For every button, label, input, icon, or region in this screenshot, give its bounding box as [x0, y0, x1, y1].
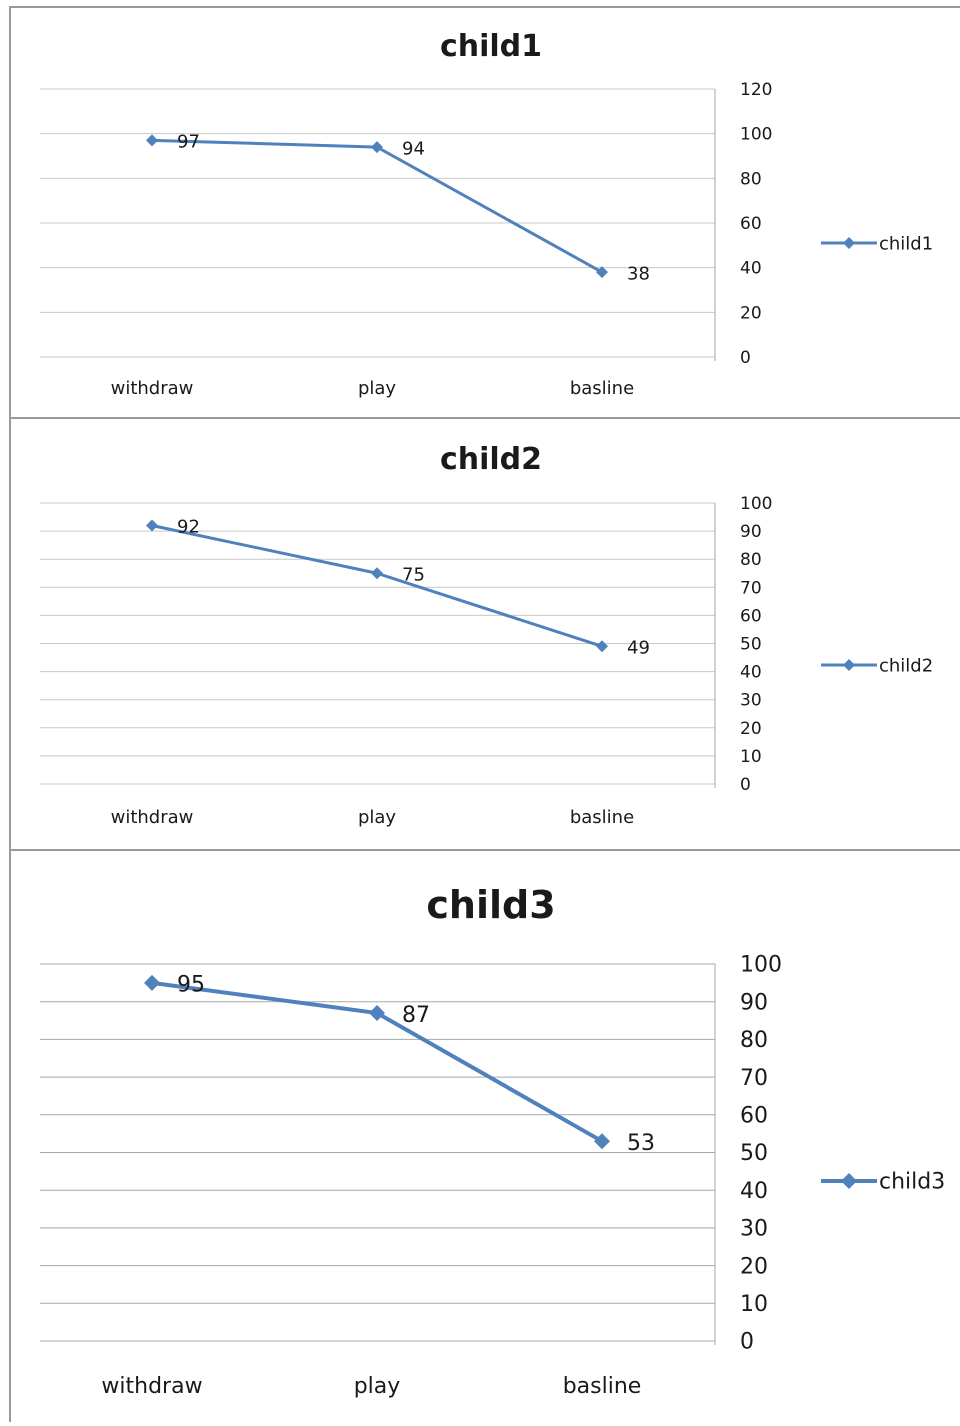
chart-title: child1	[440, 29, 542, 64]
legend-marker	[841, 1173, 857, 1189]
y-tick-label: 70	[740, 1066, 768, 1091]
y-tick-label: 0	[740, 348, 751, 368]
y-tick-label: 40	[740, 259, 762, 279]
legend-label: child2	[879, 655, 933, 676]
x-tick-label: play	[358, 378, 396, 399]
data-label: 49	[627, 638, 650, 659]
y-tick-label: 60	[740, 606, 762, 626]
data-point	[371, 567, 383, 580]
y-tick-label: 40	[740, 663, 762, 683]
y-tick-label: 40	[740, 1179, 768, 1204]
series-line	[151, 138, 603, 274]
y-tick-label: 10	[740, 747, 762, 767]
data-point	[594, 1133, 610, 1150]
data-point	[596, 266, 608, 279]
y-tick-label: 70	[740, 578, 762, 598]
chart-panel-child3: child3 0 10 20 30 40 50 60 70 80 90 100 withdraw play…	[9, 849, 960, 1422]
y-tick-label: 90	[740, 990, 768, 1015]
y-tick-label: 50	[740, 1141, 768, 1166]
data-label: 53	[627, 1131, 655, 1156]
data-point	[596, 640, 608, 653]
y-tick-label: 20	[740, 1254, 768, 1279]
y-tick-label: 10	[740, 1292, 768, 1317]
legend-label: child1	[879, 233, 933, 254]
legend-marker	[843, 237, 855, 249]
legend-label: child3	[879, 1170, 945, 1195]
data-label: 94	[402, 138, 425, 159]
data-label: 75	[402, 564, 425, 585]
x-tick-label: withdraw	[101, 1374, 202, 1399]
data-label: 92	[177, 517, 200, 538]
y-tick-label: 30	[740, 1217, 768, 1242]
chart-title: child3	[426, 883, 555, 927]
x-tick-label: play	[354, 1374, 401, 1399]
y-tick-label: 50	[740, 634, 762, 654]
y-tick-label: 80	[740, 1028, 768, 1053]
data-label: 97	[177, 132, 200, 153]
y-tick-label: 100	[740, 953, 782, 978]
y-tick-label: 80	[740, 550, 762, 570]
y-tick-label: 60	[740, 1104, 768, 1129]
chart-svg-child2: child2 0 10 20 30 40 50 60 70 80 90 100 withdraw play…	[40, 442, 933, 828]
x-tick-label: play	[358, 807, 396, 828]
y-tick-label: 20	[740, 719, 762, 739]
data-label: 38	[627, 263, 650, 284]
x-tick-label: withdraw	[111, 807, 194, 828]
data-label: 95	[177, 973, 205, 998]
data-point	[146, 134, 158, 147]
y-tick-label: 80	[740, 169, 762, 189]
y-tick-label: 100	[740, 494, 772, 514]
legend-marker	[843, 659, 855, 671]
y-tick-label: 20	[740, 303, 762, 323]
data-label: 87	[402, 1003, 430, 1028]
data-point	[144, 974, 160, 991]
y-tick-label: 90	[740, 522, 762, 542]
y-tick-label: 0	[740, 775, 751, 795]
data-point	[371, 141, 383, 154]
x-tick-label: basline	[570, 378, 634, 399]
y-tick-label: 60	[740, 214, 762, 234]
chart-svg-child1: child1 0 20 40 60 80 100 120 withdraw play basline…	[40, 29, 933, 399]
x-tick-label: basline	[570, 807, 634, 828]
chart-panel-child2: child2 0 10 20 30 40 50 60 70 80 90 100 withdraw play…	[9, 417, 960, 849]
y-tick-label: 30	[740, 691, 762, 711]
x-tick-label: basline	[563, 1374, 642, 1399]
y-tick-label: 120	[740, 80, 772, 100]
x-tick-label: withdraw	[111, 378, 194, 399]
data-point	[146, 519, 158, 532]
chart-svg-child3: child3 0 10 20 30 40 50 60 70 80 90 100 withdraw play…	[40, 883, 945, 1399]
y-tick-label: 0	[740, 1330, 754, 1355]
chart-panel-child1: child1 0 20 40 60 80 100 120 withdraw play basline…	[9, 6, 960, 417]
series-line	[151, 524, 603, 648]
chart-title: child2	[440, 442, 542, 477]
y-tick-label: 100	[740, 125, 772, 145]
data-point	[369, 1005, 385, 1022]
